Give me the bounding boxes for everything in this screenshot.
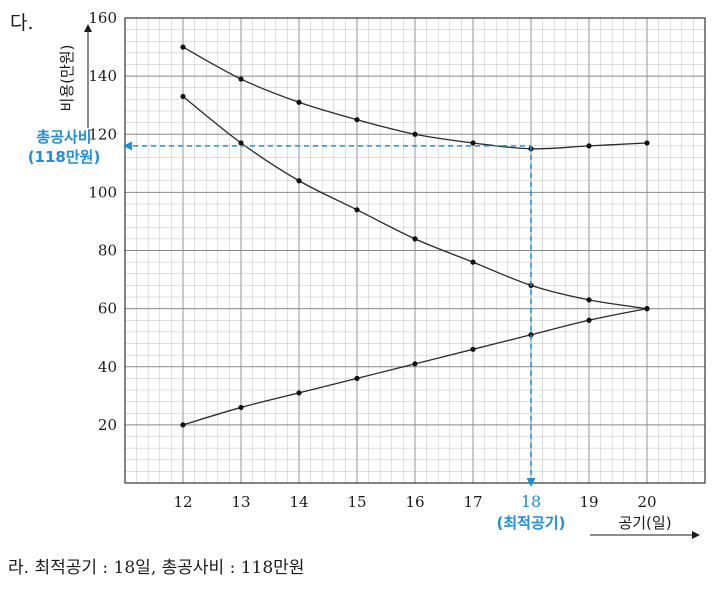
y-tick-label: 20 — [98, 416, 117, 434]
data-point — [238, 140, 244, 146]
arrow-left-icon — [123, 141, 132, 151]
data-point — [354, 117, 360, 123]
data-point — [586, 317, 592, 323]
data-point — [644, 306, 650, 312]
data-point — [586, 297, 592, 303]
data-point — [238, 404, 244, 411]
data-point — [412, 131, 418, 137]
optimum-duration-label: (최적공기) — [497, 514, 566, 532]
x-tick-label: 19 — [579, 493, 598, 511]
data-point — [296, 178, 302, 184]
plot-frame — [124, 17, 706, 484]
arrow-up-icon — [84, 24, 92, 32]
x-tick-label: 12 — [173, 493, 192, 511]
x-tick-label: 17 — [463, 493, 482, 511]
y-tick-label: 120 — [88, 125, 117, 143]
x-tick-label: 16 — [405, 493, 424, 511]
data-point — [180, 422, 186, 428]
chart-grid — [124, 17, 706, 484]
data-point — [412, 236, 418, 242]
y-tick-label: 60 — [98, 300, 117, 318]
data-point — [354, 375, 360, 381]
x-axis-title: 공기(일) — [618, 514, 671, 532]
data-point — [354, 207, 360, 213]
data-point — [528, 332, 534, 338]
chart-axis-titles: 공기(일) 비용(만원) — [58, 24, 700, 539]
x-tick-label: 15 — [347, 493, 366, 511]
data-point — [470, 346, 476, 352]
chart-annotations: 총공사비 (118만원) 18 (최적공기) — [28, 128, 566, 532]
series-line-1 — [182, 95, 648, 310]
data-point — [470, 140, 476, 146]
chart-points — [180, 44, 650, 428]
x-tick-label: 20 — [637, 493, 656, 511]
data-point — [180, 44, 186, 50]
data-point — [586, 143, 592, 149]
data-point — [644, 140, 650, 146]
total-cost-label: 총공사비 — [36, 128, 91, 146]
section-marker: 다. — [10, 12, 34, 34]
y-axis-title: 비용(만원) — [58, 45, 76, 112]
x-tick-label: 14 — [289, 493, 308, 511]
data-point — [470, 259, 476, 265]
y-tick-label: 80 — [98, 242, 117, 260]
arrow-down-icon — [526, 478, 536, 487]
x-tick-label: 13 — [231, 493, 250, 511]
y-tick-label: 140 — [88, 67, 117, 85]
total-cost-value: (118만원) — [28, 148, 101, 166]
arrow-right-icon — [692, 531, 700, 539]
data-point — [296, 390, 302, 396]
answer-line: 라. 최적공기 : 18일, 총공사비 : 118만원 — [8, 558, 305, 578]
data-point — [180, 93, 186, 100]
y-tick-label: 40 — [98, 358, 117, 376]
y-tick-label: 160 — [88, 9, 117, 27]
y-tick-label: 100 — [88, 183, 117, 201]
optimum-duration-value: 18 — [521, 492, 541, 511]
data-point — [238, 76, 244, 82]
data-point — [412, 361, 418, 367]
data-point — [296, 99, 302, 105]
chart-ticks: 12 13 14 15 16 17 19 20 20 40 60 80 100 120 140 160 — [88, 9, 656, 511]
